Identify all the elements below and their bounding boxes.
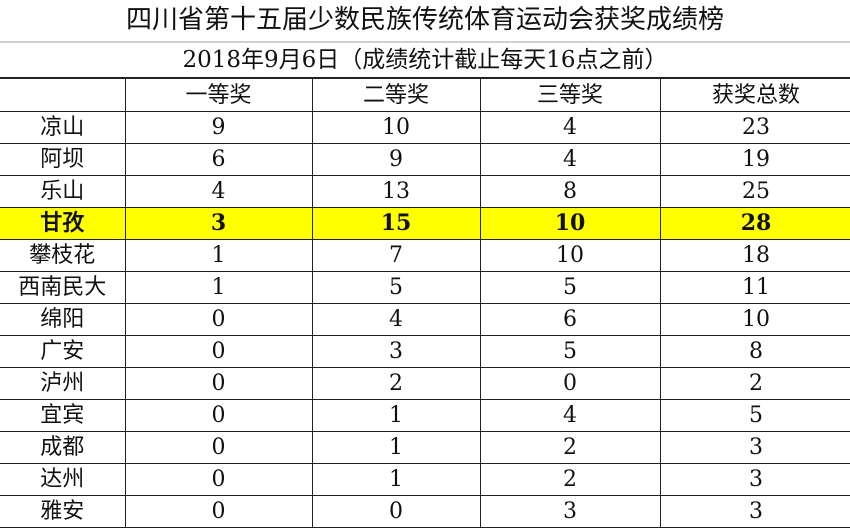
table-row: 甘孜 3 15 10 28 <box>0 207 850 240</box>
table-row: 凉山 9 10 4 23 <box>0 111 850 144</box>
cell-total[interactable]: 3 <box>659 431 850 464</box>
header-cell-team[interactable] <box>0 78 126 112</box>
cell-total[interactable]: 8 <box>659 335 850 368</box>
cell-second[interactable]: 13 <box>311 175 481 208</box>
cell-team[interactable]: 乐山 <box>0 175 126 208</box>
cell-third[interactable]: 4 <box>479 399 661 432</box>
cell-total[interactable]: 5 <box>659 399 850 432</box>
cell-team[interactable]: 成都 <box>0 431 126 464</box>
sheet-subtitle: 2018年9月6日（成绩统计截止每天16点之前） <box>0 43 850 78</box>
table-row: 泸州 0 2 0 2 <box>0 367 850 400</box>
cell-team[interactable]: 西南民大 <box>0 271 126 304</box>
cell-third[interactable]: 10 <box>479 239 661 272</box>
cell-second[interactable]: 0 <box>311 495 481 528</box>
cell-second[interactable]: 4 <box>311 303 481 336</box>
cell-second[interactable]: 1 <box>311 399 481 432</box>
cell-team[interactable]: 甘孜 <box>0 207 126 240</box>
cell-team[interactable]: 凉山 <box>0 111 126 144</box>
table-row: 雅安 0 0 3 3 <box>0 495 850 528</box>
cell-first[interactable]: 0 <box>124 335 313 368</box>
cell-team[interactable]: 宜宾 <box>0 399 126 432</box>
cell-third[interactable]: 2 <box>479 431 661 464</box>
header-row: 一等奖 二等奖 三等奖 获奖总数 <box>0 78 850 112</box>
cell-team[interactable]: 泸州 <box>0 367 126 400</box>
cell-third[interactable]: 8 <box>479 175 661 208</box>
cell-first[interactable]: 1 <box>124 271 313 304</box>
cell-total[interactable]: 3 <box>659 495 850 528</box>
table-row: 乐山 4 13 8 25 <box>0 175 850 208</box>
cell-first[interactable]: 0 <box>124 495 313 528</box>
cell-first[interactable]: 6 <box>124 143 313 176</box>
cell-first[interactable]: 1 <box>124 239 313 272</box>
cell-first[interactable]: 3 <box>124 207 313 240</box>
cell-total[interactable]: 10 <box>659 303 850 336</box>
cell-total[interactable]: 3 <box>659 463 850 496</box>
table-row: 绵阳 0 4 6 10 <box>0 303 850 336</box>
cell-third[interactable]: 6 <box>479 303 661 336</box>
cell-team[interactable]: 雅安 <box>0 495 126 528</box>
cell-second[interactable]: 3 <box>311 335 481 368</box>
cell-team[interactable]: 广安 <box>0 335 126 368</box>
cell-total[interactable]: 25 <box>659 175 850 208</box>
cell-total[interactable]: 11 <box>659 271 850 304</box>
cell-second[interactable]: 9 <box>311 143 481 176</box>
cell-total[interactable]: 2 <box>659 367 850 400</box>
header-cell-total[interactable]: 获奖总数 <box>659 78 850 112</box>
table-row: 宜宾 0 1 4 5 <box>0 399 850 432</box>
cell-first[interactable]: 0 <box>124 367 313 400</box>
cell-third[interactable]: 3 <box>479 495 661 528</box>
cell-second[interactable]: 10 <box>311 111 481 144</box>
cell-second[interactable]: 2 <box>311 367 481 400</box>
cell-first[interactable]: 0 <box>124 431 313 464</box>
cell-second[interactable]: 7 <box>311 239 481 272</box>
cell-third[interactable]: 5 <box>479 335 661 368</box>
table-row: 达州 0 1 2 3 <box>0 463 850 496</box>
table-row: 成都 0 1 2 3 <box>0 431 850 464</box>
cell-first[interactable]: 0 <box>124 303 313 336</box>
cell-first[interactable]: 0 <box>124 399 313 432</box>
cell-third[interactable]: 4 <box>479 143 661 176</box>
cell-third[interactable]: 10 <box>479 207 661 240</box>
cell-second[interactable]: 15 <box>311 207 481 240</box>
cell-team[interactable]: 阿坝 <box>0 143 126 176</box>
cell-third[interactable]: 2 <box>479 463 661 496</box>
cell-second[interactable]: 1 <box>311 463 481 496</box>
table-row: 攀枝花 1 7 10 18 <box>0 239 850 272</box>
cell-third[interactable]: 5 <box>479 271 661 304</box>
cell-second[interactable]: 1 <box>311 431 481 464</box>
cell-team[interactable]: 绵阳 <box>0 303 126 336</box>
table-row: 阿坝 6 9 4 19 <box>0 143 850 176</box>
header-cell-first[interactable]: 一等奖 <box>124 78 313 112</box>
cell-total[interactable]: 18 <box>659 239 850 272</box>
cell-total[interactable]: 28 <box>659 207 850 240</box>
table-row: 西南民大 1 5 5 11 <box>0 271 850 304</box>
medal-table: 一等奖 二等奖 三等奖 获奖总数 凉山 9 10 4 23 阿坝 6 9 4 19 乐山 4 13 8 25… <box>0 78 850 528</box>
table-row: 广安 0 3 5 8 <box>0 335 850 368</box>
cell-total[interactable]: 19 <box>659 143 850 176</box>
cell-second[interactable]: 5 <box>311 271 481 304</box>
cell-team[interactable]: 达州 <box>0 463 126 496</box>
cell-third[interactable]: 4 <box>479 111 661 144</box>
cell-first[interactable]: 4 <box>124 175 313 208</box>
header-cell-third[interactable]: 三等奖 <box>479 78 661 112</box>
cell-team[interactable]: 攀枝花 <box>0 239 126 272</box>
sheet-title: 四川省第十五届少数民族传统体育运动会获奖成绩榜 <box>0 0 850 43</box>
cell-first[interactable]: 9 <box>124 111 313 144</box>
cell-first[interactable]: 0 <box>124 463 313 496</box>
header-cell-second[interactable]: 二等奖 <box>311 78 481 112</box>
cell-total[interactable]: 23 <box>659 111 850 144</box>
cell-third[interactable]: 0 <box>479 367 661 400</box>
